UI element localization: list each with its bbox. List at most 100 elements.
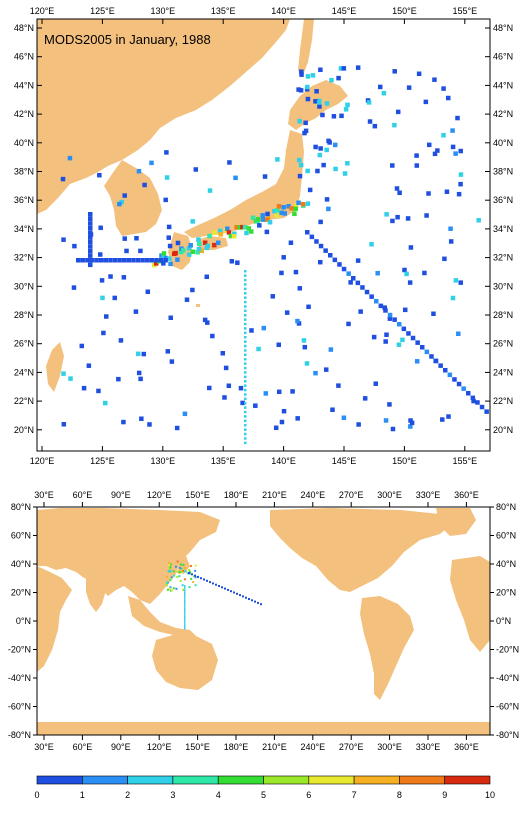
colorbar-label: 10 (485, 790, 495, 800)
observation-cell (270, 294, 276, 299)
observation-cell (261, 325, 267, 331)
observation-cell (244, 424, 247, 427)
observation-cell (305, 84, 310, 90)
lon-label: 210°E (262, 742, 287, 752)
observation-cell (188, 570, 191, 573)
observation-cell (88, 253, 93, 258)
observation-cell (406, 85, 412, 90)
observation-cell (279, 210, 284, 216)
observation-cell (244, 388, 247, 392)
observation-cell (230, 590, 232, 593)
observation-cell (296, 200, 301, 206)
lon-label: 120°E (147, 742, 172, 752)
observation-cell (195, 249, 201, 255)
observation-cell (309, 234, 315, 240)
observation-cell (292, 211, 297, 217)
lat-label: -60°N (8, 702, 31, 712)
lat-label: 48°N (493, 23, 513, 33)
observation-cell (429, 354, 434, 359)
observation-cell (88, 212, 93, 217)
observation-cell (458, 280, 464, 285)
observation-cell (182, 411, 188, 417)
observation-cell (244, 362, 247, 365)
observation-cell (218, 232, 223, 237)
observation-cell (186, 252, 192, 257)
observation-cell (166, 588, 169, 591)
observation-cell (172, 587, 175, 590)
observation-cell (170, 576, 173, 579)
observation-cell (279, 419, 285, 425)
observation-cell (184, 625, 186, 627)
observation-cell (306, 304, 311, 310)
observation-cell (184, 589, 186, 592)
observation-cell (327, 140, 332, 145)
lat-label: 40°N (496, 559, 516, 569)
observation-cell (225, 226, 230, 232)
observation-cell (244, 274, 247, 277)
lon-label: 120°E (147, 490, 172, 500)
observation-cell (205, 320, 210, 325)
observation-cell (318, 67, 323, 73)
observation-cell (204, 274, 210, 280)
observation-cell (240, 400, 245, 406)
observation-cell (333, 166, 338, 172)
colorbar-label: 7 (352, 790, 357, 800)
observation-cell (329, 77, 334, 83)
observation-cell (196, 237, 201, 242)
regional-land (37, 19, 348, 392)
observation-cell (184, 593, 186, 595)
observation-cell (458, 181, 463, 187)
observation-cell (416, 71, 422, 77)
observation-cell (178, 575, 181, 578)
observation-cell (369, 294, 374, 299)
observation-cell (119, 199, 124, 205)
lat-label: 0°N (496, 616, 511, 626)
observation-cell (165, 584, 168, 587)
observation-cell (71, 285, 77, 290)
observation-cell (205, 243, 211, 249)
observation-cell (318, 146, 323, 151)
observation-cell (189, 564, 192, 567)
colorbar-swatch (444, 775, 491, 785)
global-axis-labels: 30°E 30°E 60°E 60°E 90°E 90°E 120°E 120°E 150°E 1… (8, 490, 519, 752)
lon-label: 30°E (34, 490, 54, 500)
observation-cell (374, 299, 379, 304)
observation-cell (102, 400, 108, 406)
observation-cell (138, 376, 143, 382)
observation-cell (400, 337, 405, 343)
observation-cell (96, 388, 101, 394)
lat-label: 28°N (493, 310, 513, 320)
observation-cell (387, 316, 393, 321)
observation-cell (184, 604, 186, 606)
lat-label: 26°N (14, 339, 34, 349)
observation-cell (397, 190, 402, 196)
observation-cell (184, 597, 186, 600)
lat-label: 80°N (496, 502, 516, 512)
colorbar-swatch (127, 775, 174, 785)
observation-cell (101, 330, 106, 336)
observation-cell (88, 239, 93, 245)
observation-cell (336, 75, 341, 81)
colorbar-label: 1 (80, 790, 85, 800)
observation-cell (408, 245, 414, 250)
observation-cell (184, 585, 186, 587)
observation-cell (244, 292, 247, 295)
observation-cell (313, 144, 318, 150)
observation-cell (99, 278, 105, 283)
observation-cell (98, 225, 103, 231)
observation-cell (182, 563, 185, 566)
observation-cell (76, 258, 81, 263)
observation-cell (165, 349, 171, 354)
observation-cell (169, 589, 172, 592)
observation-cell (450, 144, 456, 150)
observation-cell (244, 340, 247, 343)
observation-cell (244, 432, 247, 436)
observation-cell (484, 409, 489, 414)
observation-cell (390, 218, 395, 224)
observation-cell (197, 241, 202, 247)
observation-cell (221, 586, 223, 589)
observation-cell (94, 258, 99, 263)
observation-cell (244, 441, 247, 445)
observation-cell (431, 311, 436, 317)
lat-label: 24°N (493, 367, 513, 377)
